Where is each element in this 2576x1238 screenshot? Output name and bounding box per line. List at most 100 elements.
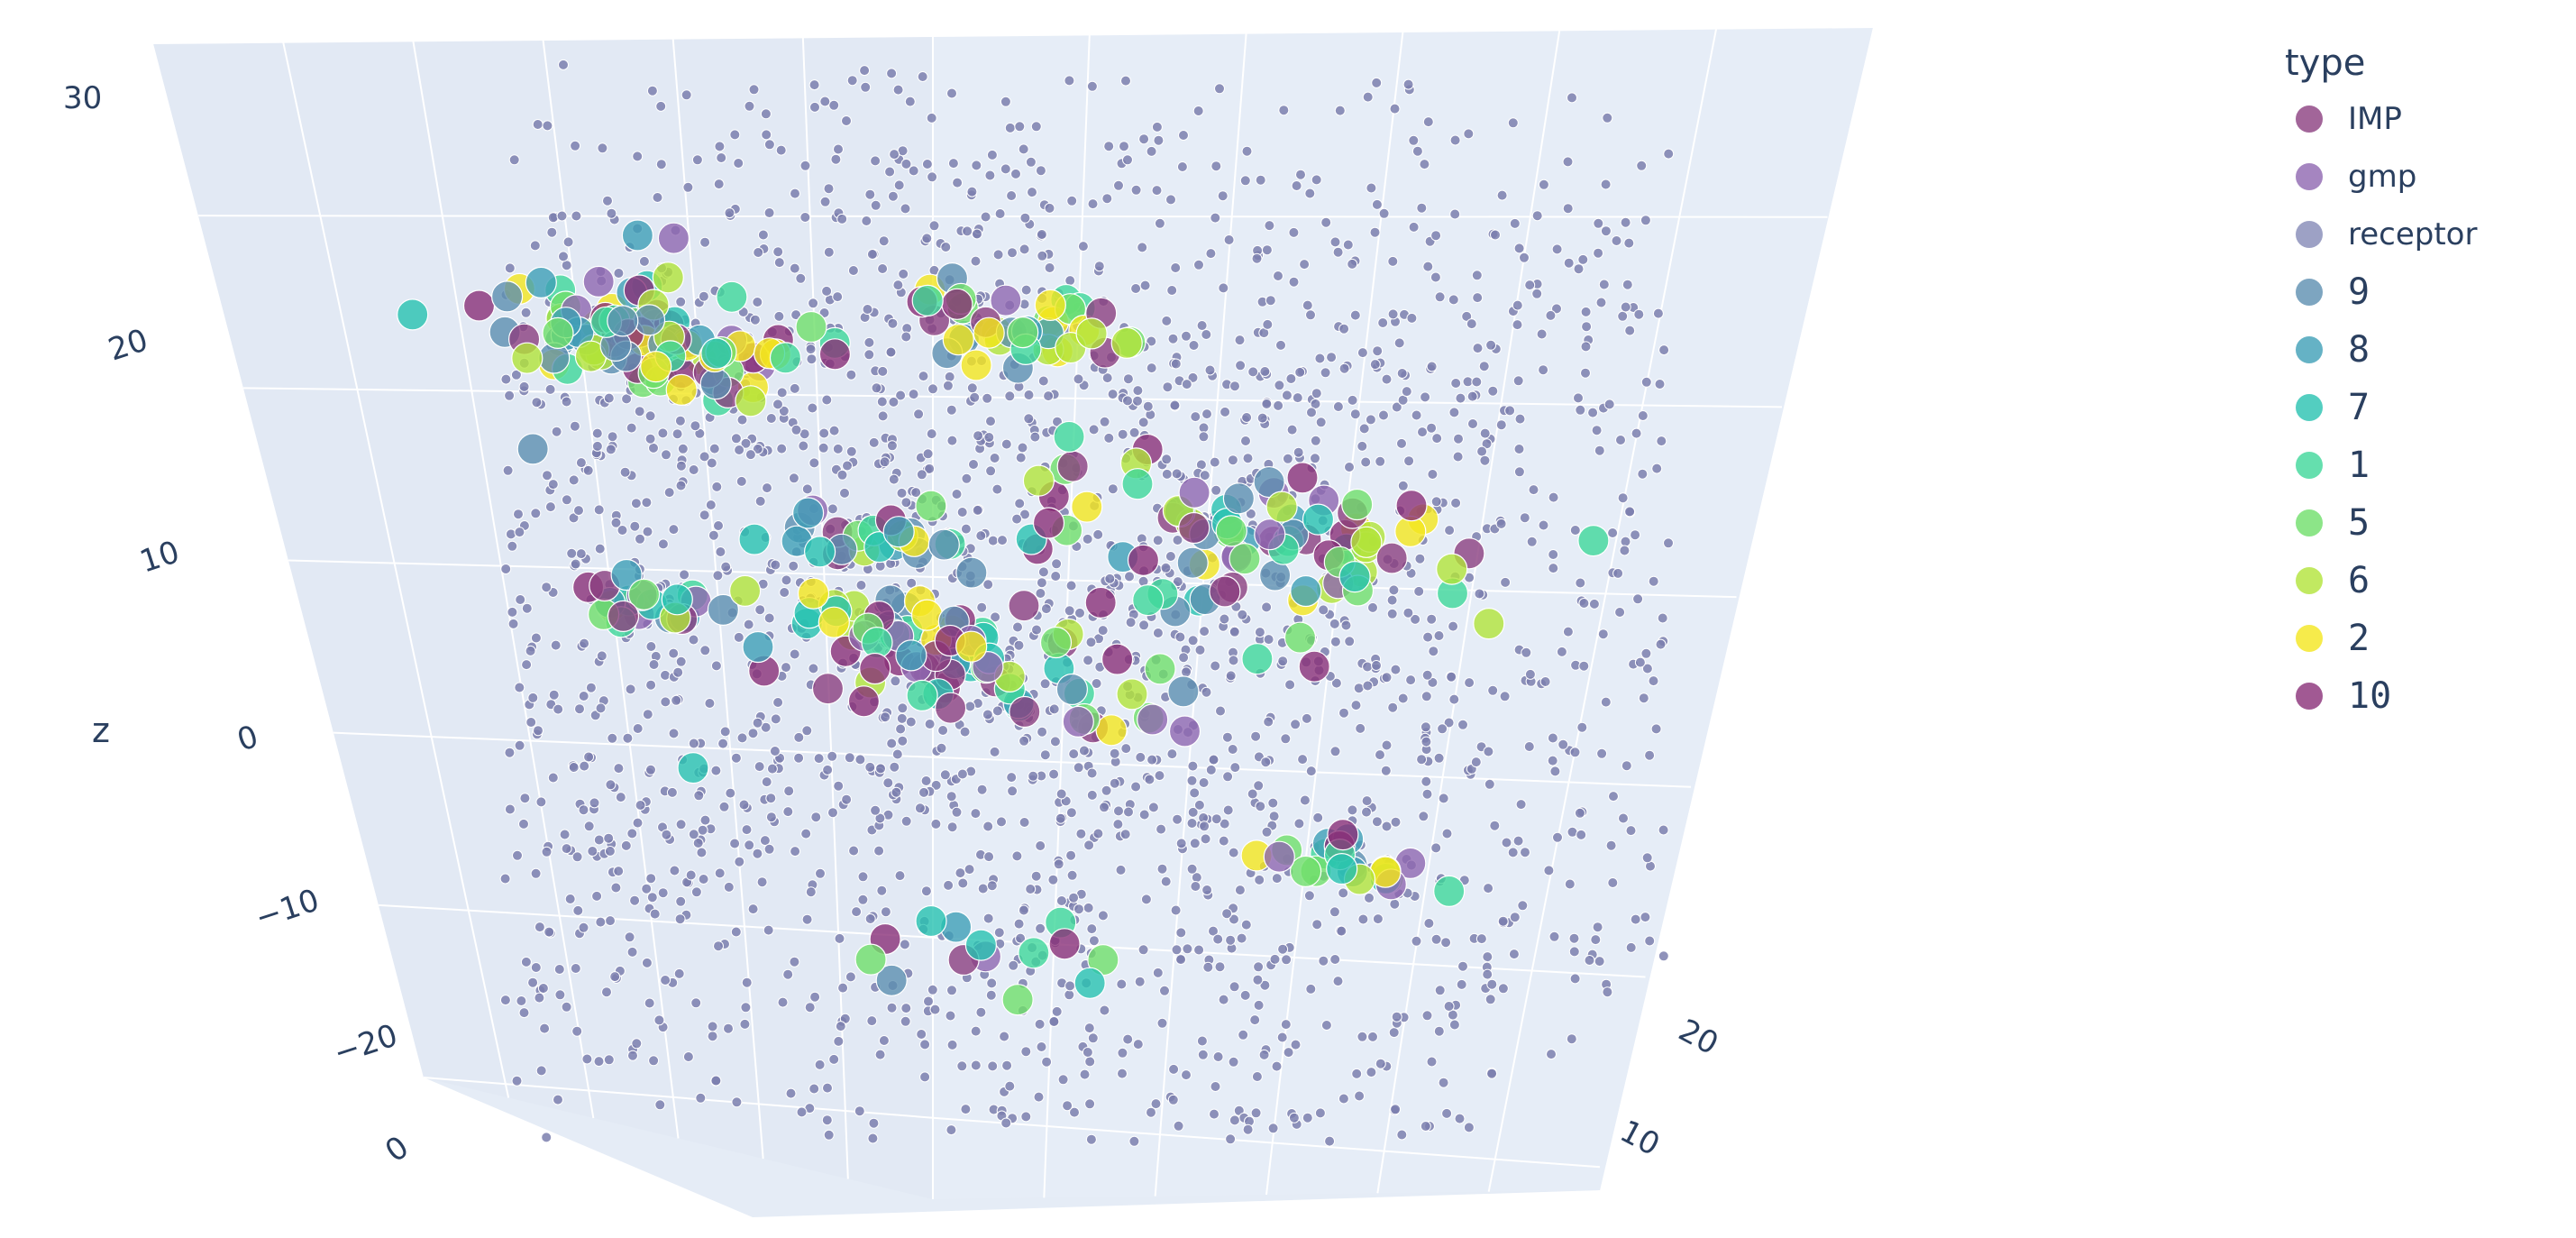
receptor-point [989,746,1000,757]
receptor-point [1420,1121,1431,1132]
receptor-point [1478,361,1490,372]
receptor-point [892,280,904,291]
receptor-point [1160,876,1172,887]
receptor-point [1548,549,1559,560]
receptor-point [944,371,955,382]
receptor-point [602,195,613,206]
receptor-point [1437,723,1448,735]
receptor-point [621,393,633,405]
receptor-point [1344,636,1356,647]
ligand-point [818,338,852,371]
receptor-point [660,696,671,708]
receptor-point [1212,933,1224,945]
receptor-point [1640,912,1651,923]
receptor-point [696,847,708,858]
receptor-point [1242,453,1254,464]
receptor-point [844,752,855,764]
legend-item[interactable]: 9 [2285,263,2555,321]
receptor-point [1475,933,1487,945]
receptor-point [1122,154,1133,166]
receptor-point [989,453,1000,463]
receptor-point [1238,1029,1249,1041]
receptor-point [1036,577,1047,589]
receptor-point [1444,525,1456,536]
receptor-point [842,460,853,472]
receptor-point [1366,1067,1377,1078]
receptor-point [1426,1056,1438,1068]
ligand-point [1116,678,1148,711]
receptor-point [832,291,844,303]
receptor-point [603,1054,615,1066]
legend-item[interactable]: 8 [2285,321,2555,379]
legend-item[interactable]: gmp [2285,148,2555,206]
receptor-point [759,835,771,847]
receptor-point [1482,968,1494,980]
receptor-point [927,383,938,395]
receptor-point [876,885,888,896]
receptor-point [760,108,772,120]
receptor-point [1082,902,1094,913]
receptor-point [1329,954,1341,965]
receptor-point [710,765,722,776]
receptor-point [808,457,820,469]
receptor-point [821,1114,833,1126]
receptor-point [775,144,787,156]
receptor-point [1410,613,1421,625]
receptor-point [1440,937,1452,949]
receptor-point [1318,604,1329,616]
ligand-point [1338,560,1371,593]
receptor-point [1048,1016,1060,1027]
receptor-point [1010,168,1021,179]
receptor-point [1526,536,1538,547]
receptor-point [1612,567,1624,579]
receptor-point [729,838,741,849]
receptor-point [1097,910,1109,922]
legend-item[interactable]: 2 [2285,610,2555,667]
receptor-point [975,530,987,542]
legend-item[interactable]: 10 [2285,667,2555,725]
receptor-point [1086,767,1098,779]
receptor-point [1620,301,1631,313]
legend-item[interactable]: receptor [2285,206,2555,263]
receptor-point [648,442,659,454]
receptor-point [1362,91,1374,103]
receptor-point [827,807,838,819]
receptor-point [1446,671,1457,683]
receptor-point [1294,366,1306,378]
receptor-point [713,179,725,190]
receptor-point [1486,978,1498,990]
receptor-point [1405,674,1417,686]
receptor-point [962,225,973,237]
receptor-point [1171,468,1183,480]
receptor-point [1305,309,1316,321]
legend-item[interactable]: IMP [2285,90,2555,148]
receptor-point [871,382,882,394]
receptor-point [1539,676,1551,687]
legend-item[interactable]: 6 [2285,552,2555,610]
receptor-point [959,726,971,738]
receptor-point [766,763,778,775]
legend-item[interactable]: 5 [2285,494,2555,552]
receptor-point [553,1094,563,1105]
ligand-point [699,368,732,400]
receptor-point [699,814,711,826]
receptor-point [972,504,983,516]
receptor-point [1391,1011,1402,1022]
receptor-point [1229,626,1240,637]
receptor-point [866,249,878,260]
receptor-point [1290,1039,1302,1050]
receptor-point [730,926,742,938]
receptor-point [1144,774,1156,785]
receptor-point [1329,618,1340,629]
ligand-point [859,652,891,685]
receptor-point [1123,806,1134,818]
receptor-point [1013,639,1025,651]
legend-item[interactable]: 1 [2285,436,2555,494]
legend-item[interactable]: 7 [2285,379,2555,436]
receptor-point [1513,444,1525,454]
receptor-point [741,824,753,836]
receptor-point [1091,678,1102,689]
legend-label: 2 [2348,618,2370,659]
receptor-point [625,683,636,695]
